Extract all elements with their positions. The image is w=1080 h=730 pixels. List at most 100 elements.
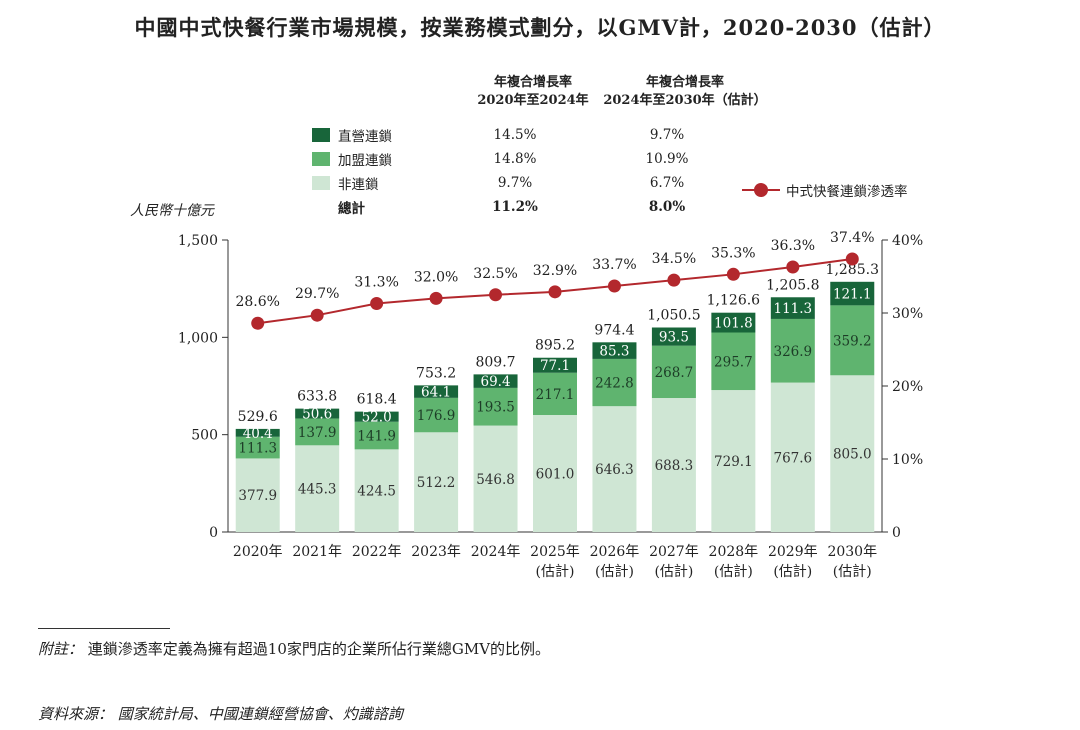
legend-label-direct-chain: 直營連鎖 (338, 129, 392, 145)
x-tick-sublabel: (估計) (833, 564, 872, 580)
bar-non-chain (414, 432, 459, 532)
bar-non-chain (770, 382, 815, 532)
bar-value-label: 111.3 (238, 441, 277, 457)
legend-label-franchise-chain: 加盟連鎖 (338, 153, 392, 169)
cagr-total-2024-2030: 8.0% (648, 199, 686, 215)
x-tick-label: 2026年 (590, 544, 640, 560)
cagr-head-1-line2: 2020年至2024年 (477, 93, 589, 108)
bar-franchise-chain (533, 372, 577, 416)
penetration-label: 36.3% (771, 238, 815, 254)
y-left-tick-label: 0 (209, 525, 218, 541)
bar-value-label: 193.5 (476, 400, 515, 416)
bar-franchise-chain (473, 387, 518, 426)
penetration-point (845, 252, 859, 266)
line-legend-label: 中式快餐連鎖滲透率 (786, 184, 908, 200)
penetration-point (786, 260, 800, 274)
legend-row-non-chain: 非連鎖 9.7% 6.7% (312, 172, 684, 194)
bar-total-label: 753.2 (416, 365, 456, 381)
x-tick-label: 2025年 (530, 544, 580, 560)
bar-direct-chain (592, 342, 637, 359)
bar-value-label: 121.1 (833, 287, 872, 303)
y-right-tick-label: 40% (892, 233, 923, 249)
bar-value-label: 646.3 (595, 462, 634, 478)
swatch-franchise-chain (312, 152, 330, 166)
bar-value-label: 64.1 (421, 385, 451, 401)
y-left-tick-label: 500 (191, 428, 218, 444)
x-tick-label: 2021年 (292, 544, 342, 560)
bar-value-label: 141.9 (357, 429, 396, 445)
penetration-point (310, 308, 324, 322)
bar-value-label: 688.3 (655, 458, 694, 474)
line-legend-marker (742, 183, 780, 197)
legend-row-total: 總計 11.2% 8.0% (338, 196, 685, 218)
cagr-direct-2020-2024: 14.5% (493, 127, 537, 143)
x-tick-label: 2024年 (471, 544, 521, 560)
bar-total-label: 974.4 (594, 322, 634, 338)
bar-value-label: 729.1 (714, 454, 753, 470)
y-axis-unit: 人民幣十億元 (130, 203, 214, 219)
y-left-tick-label: 1,000 (178, 330, 218, 346)
cagr-head-2020-2024: 年複合增長率 2020年至2024年 (448, 74, 618, 110)
bar-direct-chain (354, 411, 399, 422)
cagr-nonchain-2020-2024: 9.7% (497, 175, 533, 191)
x-tick-sublabel: (估計) (654, 564, 693, 580)
cagr-franchise-2024-2030: 10.9% (645, 151, 689, 167)
x-tick-label: 2023年 (411, 544, 461, 560)
penetration-label: 28.6% (235, 294, 279, 310)
cagr-head-2024-2030: 年複合增長率 2024年至2030年（估計） (590, 74, 780, 110)
penetration-label: 34.5% (652, 251, 696, 267)
penetration-label: 29.7% (295, 286, 339, 302)
bar-non-chain (651, 398, 696, 532)
cagr-franchise-2020-2024: 14.8% (493, 151, 537, 167)
bar-franchise-chain (295, 418, 340, 446)
y-left-tick-label: 1,500 (178, 233, 218, 249)
bar-value-label: 295.7 (714, 354, 753, 370)
bar-non-chain (295, 445, 340, 532)
cagr-head-2-line1: 年複合增長率 (645, 75, 724, 90)
bar-value-label: 512.2 (417, 475, 456, 491)
bar-value-label: 50.6 (302, 407, 332, 423)
bar-direct-chain (711, 312, 756, 333)
bar-direct-chain (651, 327, 696, 346)
penetration-label: 31.3% (354, 275, 398, 291)
bar-non-chain (592, 406, 637, 532)
x-tick-label: 2030年 (827, 544, 877, 560)
bar-direct-chain (770, 297, 815, 319)
bar-total-label: 618.4 (357, 392, 397, 408)
legend-row-direct-chain: 直營連鎖 14.5% 9.7% (312, 124, 684, 146)
legend-label-total: 總計 (338, 201, 365, 217)
bar-value-label: 445.3 (298, 482, 337, 498)
cagr-total-2020-2024: 11.2% (492, 199, 538, 215)
x-tick-label: 2027年 (649, 544, 699, 560)
bar-non-chain (830, 375, 875, 532)
penetration-label: 32.0% (414, 269, 458, 285)
penetration-label: 32.5% (473, 266, 517, 282)
bar-value-label: 424.5 (357, 484, 396, 500)
bar-value-label: 40.4 (243, 426, 273, 442)
bar-value-label: 93.5 (659, 330, 689, 346)
bar-direct-chain (473, 374, 518, 388)
penetration-point (489, 288, 503, 302)
bar-franchise-chain (651, 345, 696, 399)
bar-value-label: 111.3 (773, 301, 812, 317)
cagr-head-1-line1: 年複合增長率 (493, 75, 572, 90)
penetration-point (429, 291, 443, 305)
bar-value-label: 101.8 (714, 316, 753, 332)
penetration-point (251, 316, 265, 330)
x-tick-sublabel: (估計) (714, 564, 753, 580)
bar-non-chain (711, 390, 756, 532)
source-prefix: 資料來源： (38, 705, 114, 723)
bar-value-label: 242.8 (595, 376, 634, 392)
source-text: 國家統計局、中國連鎖經營協會、灼識諮詢 (117, 705, 403, 723)
bar-total-label: 1,285.3 (826, 262, 879, 278)
bar-total-label: 1,050.5 (647, 308, 700, 324)
penetration-label: 35.3% (711, 245, 755, 261)
bar-franchise-chain (770, 318, 815, 383)
penetration-point (548, 285, 562, 299)
x-tick-sublabel: (估計) (773, 564, 812, 580)
penetration-point (667, 273, 681, 287)
penetration-point (726, 267, 740, 281)
bar-value-label: 77.1 (540, 358, 570, 374)
line-legend: 中式快餐連鎖滲透率 (742, 180, 908, 200)
bar-value-label: 85.3 (599, 344, 629, 360)
